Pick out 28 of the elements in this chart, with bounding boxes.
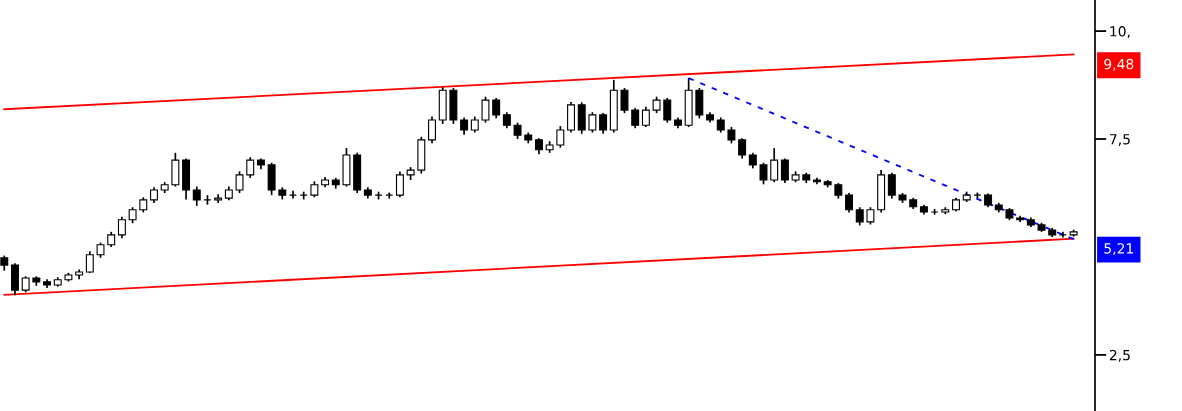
candlestick [855,206,864,227]
candlestick [770,147,779,184]
candlestick [631,107,640,130]
candlestick [556,125,565,149]
candlestick [845,192,854,214]
y-tick-label: 7,5 [1110,134,1130,146]
candlestick [246,156,255,179]
text: 9,48 [1104,58,1134,71]
candlestick [192,185,201,207]
candlestick [492,97,501,120]
candlestick [759,161,768,186]
candlestick [620,87,629,114]
candlestick [395,170,404,199]
candlestick [887,171,896,200]
candlestick [481,95,490,124]
candlestick [780,157,789,184]
candlestick [117,215,126,240]
y-tick-label: 10, [1110,26,1130,38]
candlestick [738,137,747,160]
candlestick [663,97,672,124]
candlestick [588,111,597,134]
candlestick [599,112,608,135]
candlestick [235,170,244,194]
candlestick [85,250,94,274]
y-tick-label: 2,5 [1109,349,1130,362]
candlestick [428,115,436,145]
text: 5,21 [1104,243,1133,256]
candlestick [641,105,650,128]
